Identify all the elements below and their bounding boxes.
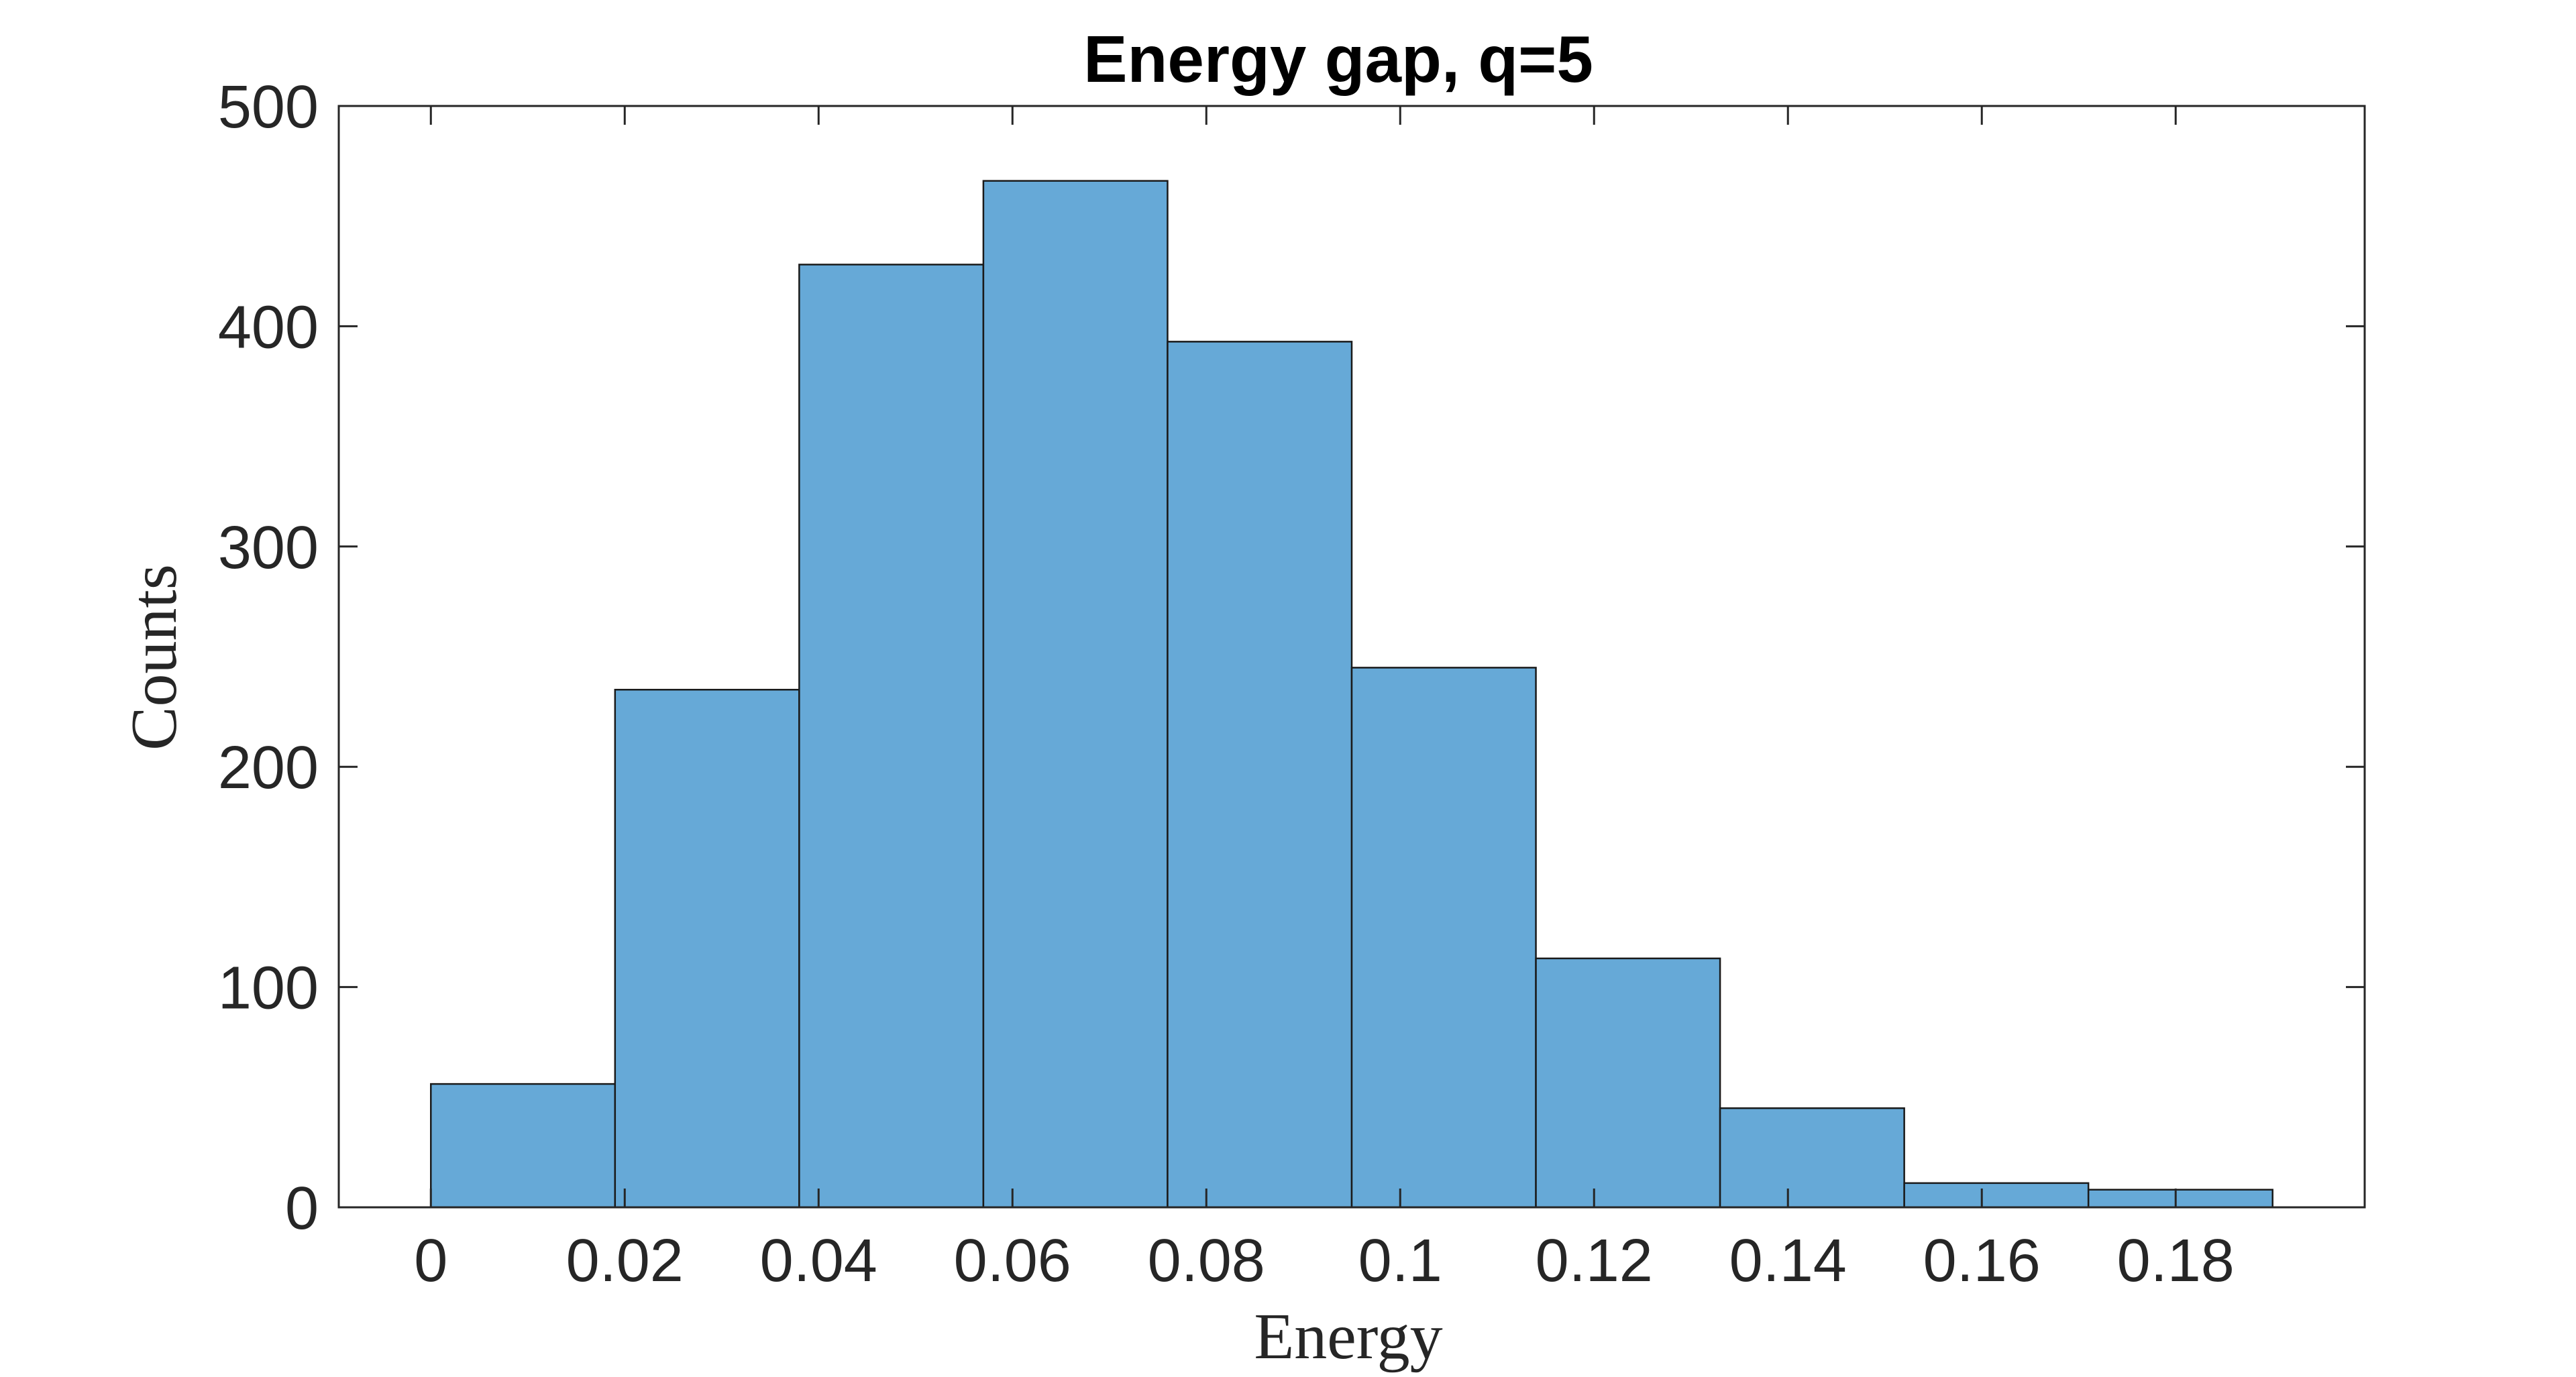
histogram-bar [798, 264, 985, 1209]
y-tick-label: 0 [285, 1175, 319, 1242]
histogram-bar [1719, 1107, 1905, 1209]
histogram-bar [1350, 667, 1537, 1209]
x-tick-label: 0.02 [566, 1227, 684, 1295]
histogram-bar [1167, 341, 1353, 1209]
x-tick-label: 0.04 [760, 1227, 877, 1295]
x-tick-label: 0 [414, 1227, 447, 1295]
x-tick-label: 0.18 [2117, 1227, 2235, 1295]
x-tick-label: 0.06 [954, 1227, 1071, 1295]
histogram-bar [2087, 1189, 2273, 1209]
histogram-bar [1903, 1182, 2090, 1209]
histogram-bar [1535, 957, 1721, 1209]
y-tick-label: 100 [218, 955, 319, 1022]
axes-box [337, 105, 2366, 1209]
histogram-bar [614, 689, 800, 1209]
x-axis-label: Energy [1254, 1301, 1442, 1373]
y-axis-label: Counts [118, 564, 191, 751]
y-tick-label: 400 [218, 294, 319, 361]
x-tick-label: 0.14 [1729, 1227, 1847, 1295]
chart-title: Energy gap, q=5 [1083, 22, 1593, 96]
x-tick-label: 0.1 [1358, 1227, 1442, 1295]
x-tick-label: 0.16 [1923, 1227, 2041, 1295]
histogram-bar [982, 180, 1169, 1209]
y-tick-label: 300 [218, 514, 319, 582]
bars-group [430, 180, 2273, 1209]
y-tick-label: 200 [218, 734, 319, 802]
x-tick-label: 0.12 [1536, 1227, 1653, 1295]
ticks-group: 0 0.02 0.04 0.06 0.08 0.1 0.12 0.14 0.16 0.18 0 100… [218, 74, 2365, 1295]
x-tick-label: 0.08 [1148, 1227, 1265, 1295]
histogram-bar [430, 1083, 616, 1209]
y-tick-label: 500 [218, 74, 319, 141]
